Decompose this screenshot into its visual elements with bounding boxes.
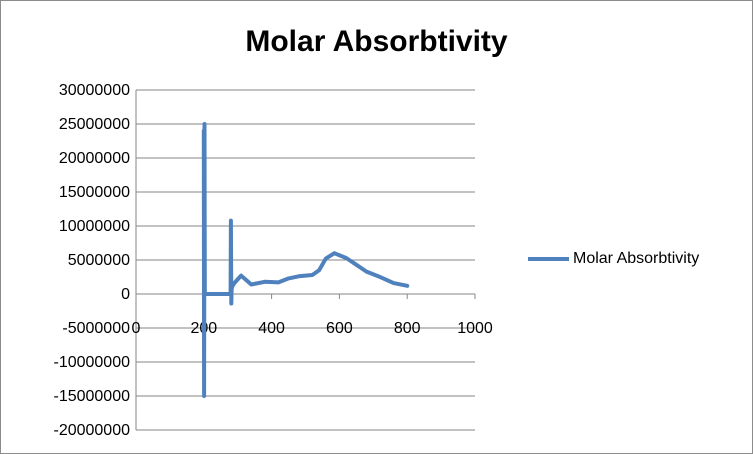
y-tick-label: 25000000 (59, 116, 130, 133)
y-tick-label: 10000000 (59, 218, 130, 235)
y-tick-label: -15000000 (53, 388, 130, 405)
y-tick-label: 5000000 (68, 252, 130, 269)
legend-swatch (528, 257, 569, 261)
y-tick-label: 30000000 (59, 82, 130, 99)
legend-label: Molar Absorbtivity (573, 250, 700, 267)
x-tick-label: 800 (394, 320, 421, 337)
legend: Molar Absorbtivity (528, 250, 699, 268)
y-tick-label: 20000000 (59, 150, 130, 167)
chart-title: Molar Absorbtivity (245, 25, 508, 58)
y-tick-label: 15000000 (59, 184, 130, 201)
y-tick-label: 0 (121, 286, 130, 303)
x-tick-label: 0 (132, 320, 141, 337)
series-line (201, 122, 410, 398)
y-tick-label: -5000000 (62, 320, 130, 337)
y-tick-label: -20000000 (53, 422, 130, 439)
x-tick-label: 400 (258, 320, 285, 337)
x-tick-label: 600 (326, 320, 353, 337)
y-tick-label: -10000000 (53, 354, 130, 371)
x-tick-label: 1000 (457, 320, 493, 337)
